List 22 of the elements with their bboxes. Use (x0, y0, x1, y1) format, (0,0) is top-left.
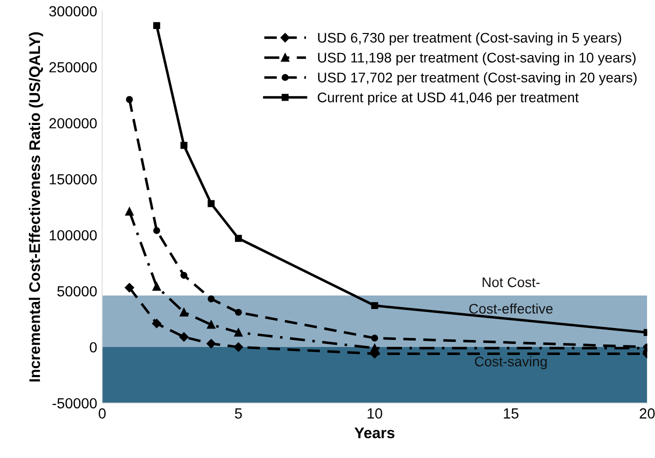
y-tick-label: 50000 (57, 286, 97, 296)
y-tick-label: 100000 (50, 230, 97, 240)
legend-label: USD 6,730 per treatment (Cost-saving in 5 years) (318, 32, 622, 46)
x-tick-label: 20 (640, 408, 655, 419)
y-tick-label: 0 (90, 342, 97, 352)
y-tick-label: 200000 (49, 118, 97, 128)
x-axis-title: Years (354, 428, 394, 438)
y-tick-label: 300000 (49, 6, 97, 16)
y-tick-label: 150000 (50, 174, 97, 184)
legend-label: Current price at USD 41,046 per treatment (318, 92, 579, 106)
y-tick-label: 250000 (49, 62, 97, 72)
x-tick-label: 5 (234, 408, 242, 419)
legend-label: USD 11,198 per treatment (Cost-saving in 10 years) (318, 52, 636, 66)
annotation: Not Cost- (482, 277, 540, 288)
legend-label: USD 17,702 per treatment (Cost-saving in 20 years) (318, 72, 637, 86)
x-tick-label: 15 (504, 408, 518, 419)
band-label: Cost-saving (474, 356, 547, 370)
x-tick-label: 10 (368, 408, 382, 419)
band-label: Cost-effective (469, 303, 553, 314)
y-axis-title: Incremental Cost-Effectiveness Ratio (US/QALY) (28, 32, 44, 382)
y-tick-label: -50000 (52, 398, 97, 408)
x-tick-label: 0 (98, 408, 106, 419)
